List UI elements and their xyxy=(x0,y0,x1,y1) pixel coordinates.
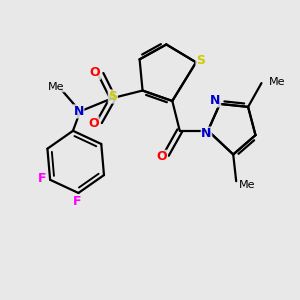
Text: N: N xyxy=(210,94,220,107)
Text: O: O xyxy=(157,150,167,163)
Text: N: N xyxy=(201,127,212,140)
Text: Me: Me xyxy=(48,82,64,92)
Text: O: O xyxy=(88,117,99,130)
Text: F: F xyxy=(73,195,81,208)
Text: Me: Me xyxy=(239,180,256,190)
Text: S: S xyxy=(196,54,205,67)
Text: S: S xyxy=(108,90,117,103)
Text: O: O xyxy=(90,66,100,79)
Text: F: F xyxy=(38,172,46,185)
Text: N: N xyxy=(74,105,84,118)
Text: Me: Me xyxy=(269,76,285,87)
